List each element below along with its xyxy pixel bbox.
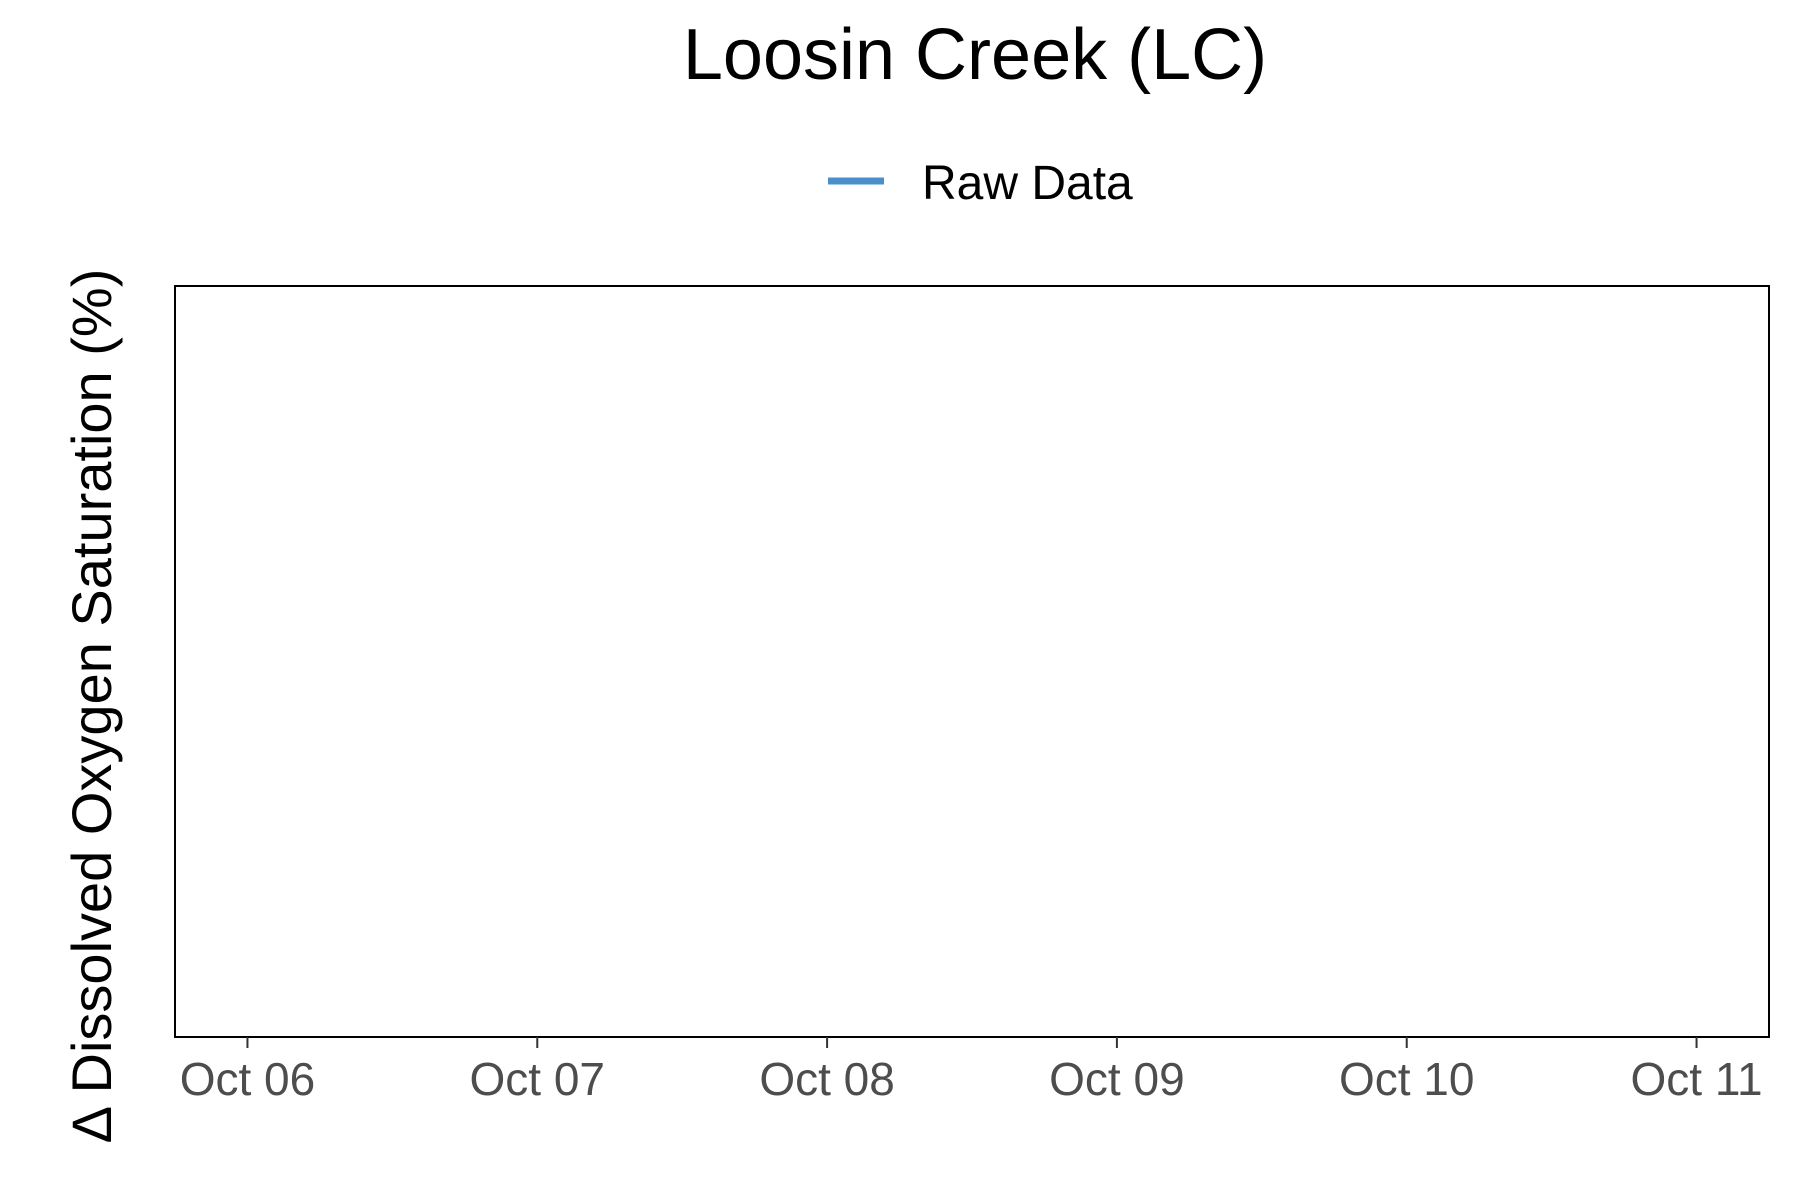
chart-title: Loosin Creek (LC) bbox=[683, 15, 1267, 95]
plot-panel bbox=[174, 285, 1770, 1038]
y-axis-label: Δ Dissolved Oxygen Saturation (%) bbox=[60, 269, 123, 1144]
legend-label-raw-data: Raw Data bbox=[922, 157, 1133, 210]
x-axis-ticks: Oct 06 Oct 07 Oct 08 Oct 09 Oct 10 Oct 11 bbox=[180, 1037, 1763, 1105]
x-tick-label: Oct 08 bbox=[759, 1053, 895, 1105]
x-tick-label: Oct 06 bbox=[180, 1053, 316, 1105]
x-tick-label: Oct 09 bbox=[1049, 1053, 1185, 1105]
x-tick-label: Oct 11 bbox=[1630, 1053, 1762, 1105]
legend: Raw Data bbox=[828, 157, 1133, 210]
x-tick-label: Oct 10 bbox=[1339, 1053, 1475, 1105]
x-tick-label: Oct 07 bbox=[470, 1053, 606, 1105]
